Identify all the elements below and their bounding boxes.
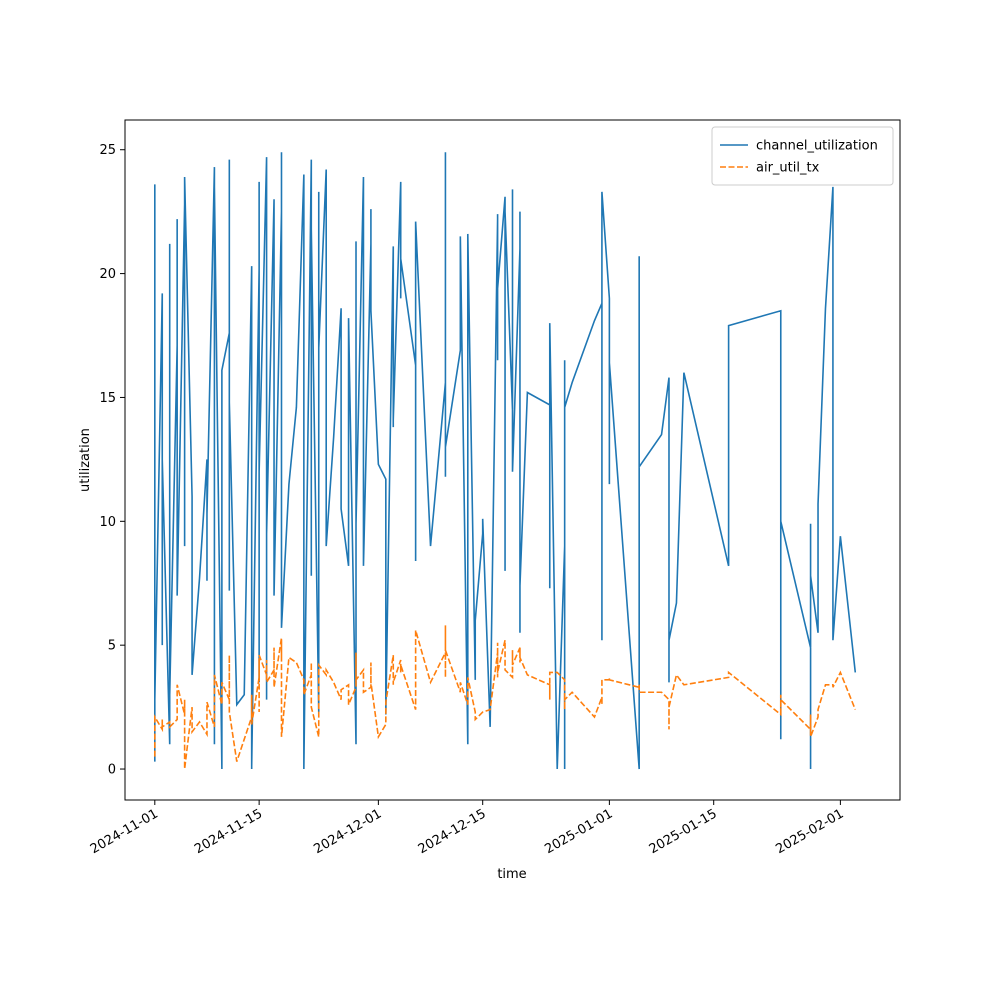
x-axis-label: time: [497, 867, 526, 882]
y-tick-label: 5: [108, 639, 116, 654]
x-tick-label: 2024-11-15: [192, 806, 265, 857]
legend-label: channel_utilization: [756, 139, 878, 154]
y-tick-label: 10: [99, 515, 116, 530]
y-axis-label: utilization: [78, 428, 93, 492]
x-tick-label: 2025-02-01: [773, 806, 846, 857]
y-tick-label: 25: [99, 143, 116, 158]
x-tick-label: 2024-11-01: [88, 806, 161, 857]
x-tick-label: 2024-12-01: [311, 806, 384, 857]
y-tick-label: 15: [99, 391, 116, 406]
x-tick-label: 2025-01-01: [542, 806, 615, 857]
series-line: [154, 152, 857, 770]
y-tick-label: 0: [108, 763, 116, 778]
legend-box: [711, 126, 894, 186]
legend-label: air_util_tx: [756, 161, 820, 176]
y-tick-label: 20: [99, 267, 116, 282]
x-tick-label: 2024-12-15: [416, 806, 489, 857]
x-tick-label: 2025-01-15: [647, 806, 720, 857]
plot-frame: [124, 119, 901, 801]
series-line: [154, 625, 857, 770]
